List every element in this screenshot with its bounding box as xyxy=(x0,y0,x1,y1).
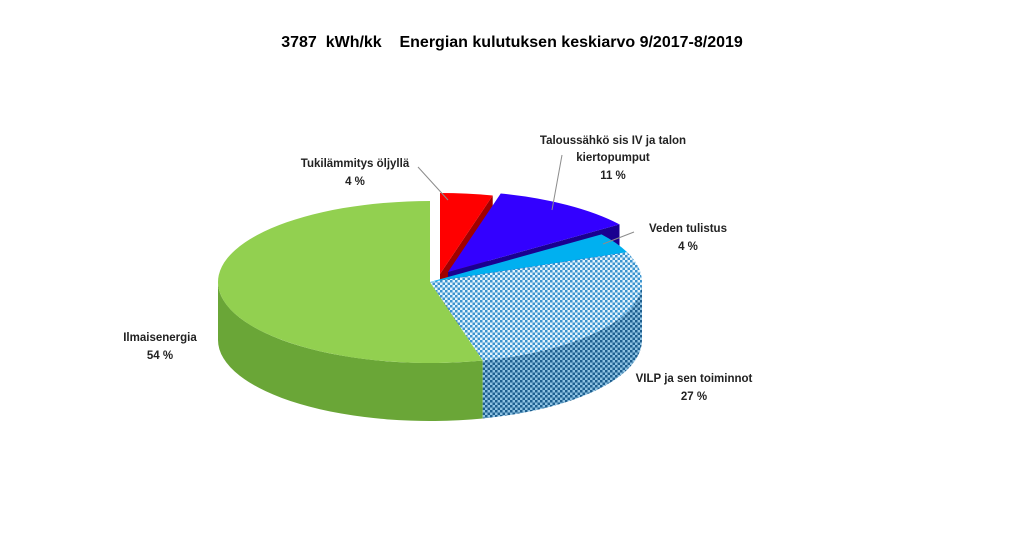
leader-lines xyxy=(417,154,635,245)
slice-label-4: Ilmaisenergia 54 % xyxy=(123,332,197,362)
slice-value-0: 4 % xyxy=(345,176,365,188)
slice-label-1: Taloussähkö sis IV ja talon kiertopumput 1… xyxy=(540,135,686,182)
slice-label-2: Veden tulistus 4 % xyxy=(649,223,727,253)
slice-1 xyxy=(448,193,620,272)
leader-line-1 xyxy=(551,154,563,211)
pie-slices xyxy=(217,193,642,421)
leader-line-0 xyxy=(417,166,449,201)
data-labels: Tukilämmitys öljyllä 4 % Taloussähkö sis I… xyxy=(123,135,752,403)
slice-wall-3 xyxy=(482,282,642,419)
slice-wall-4 xyxy=(218,282,483,421)
leader-line-2 xyxy=(602,231,635,245)
slice-label-0: Tukilämmitys öljyllä 4 % xyxy=(301,158,410,188)
slice-0 xyxy=(440,193,493,274)
slice-2 xyxy=(430,234,628,282)
slice-label-3: VILP ja sen toiminnot 27 % xyxy=(636,373,753,403)
slice-value-2: 4 % xyxy=(678,241,698,253)
slice-value-3: 27 % xyxy=(681,391,707,403)
slice-3 xyxy=(430,252,642,361)
slice-value-4: 54 % xyxy=(147,350,173,362)
chart-title: 3787 kWh/kk Energian kulutuksen keskiarv… xyxy=(281,34,743,51)
slice-value-1: 11 % xyxy=(600,170,626,182)
slice-4 xyxy=(217,201,483,363)
